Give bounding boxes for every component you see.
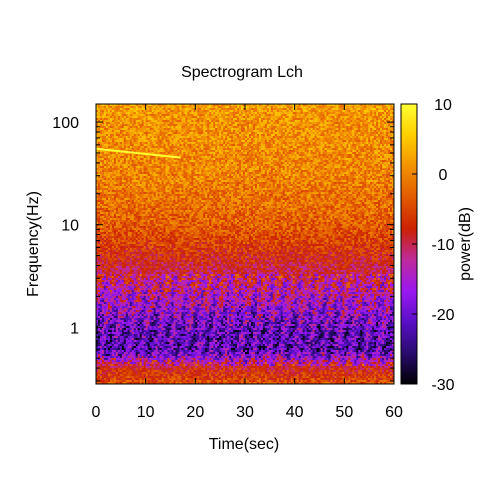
- colorbar-tick-label: -10: [431, 237, 454, 254]
- chart-title: Spectrogram Lch: [181, 64, 303, 81]
- spectrogram-heatmap: [96, 104, 394, 384]
- colorbar-axis: 10 0 -10 -20 -30: [412, 97, 455, 394]
- y-tick-label: 100: [52, 115, 79, 132]
- colorbar-tick-label: -20: [431, 307, 454, 324]
- x-axis-label: Time(sec): [209, 436, 280, 453]
- x-tick-label: 10: [137, 404, 155, 421]
- y-axis-label: Frequency(Hz): [25, 191, 42, 297]
- colorbar-tick-label: 10: [434, 97, 452, 114]
- spectral-line: [96, 147, 181, 159]
- x-tick-label: 50: [335, 404, 353, 421]
- x-tick-label: 60: [385, 404, 403, 421]
- y-tick-label: 1: [70, 320, 79, 337]
- x-tick-label: 20: [186, 404, 204, 421]
- x-tick-label: 0: [92, 404, 101, 421]
- colorbar-tick-label: -30: [431, 377, 454, 394]
- x-tick-label: 40: [286, 404, 304, 421]
- colorbar-tick-label: 0: [439, 167, 448, 184]
- y-tick-label: 10: [61, 218, 79, 235]
- x-axis: 0 10 20 30 40 50 60: [92, 104, 403, 421]
- x-tick-label: 30: [236, 404, 254, 421]
- y-axis: 1 10 100: [52, 115, 394, 382]
- colorbar-label: power(dB): [457, 207, 474, 281]
